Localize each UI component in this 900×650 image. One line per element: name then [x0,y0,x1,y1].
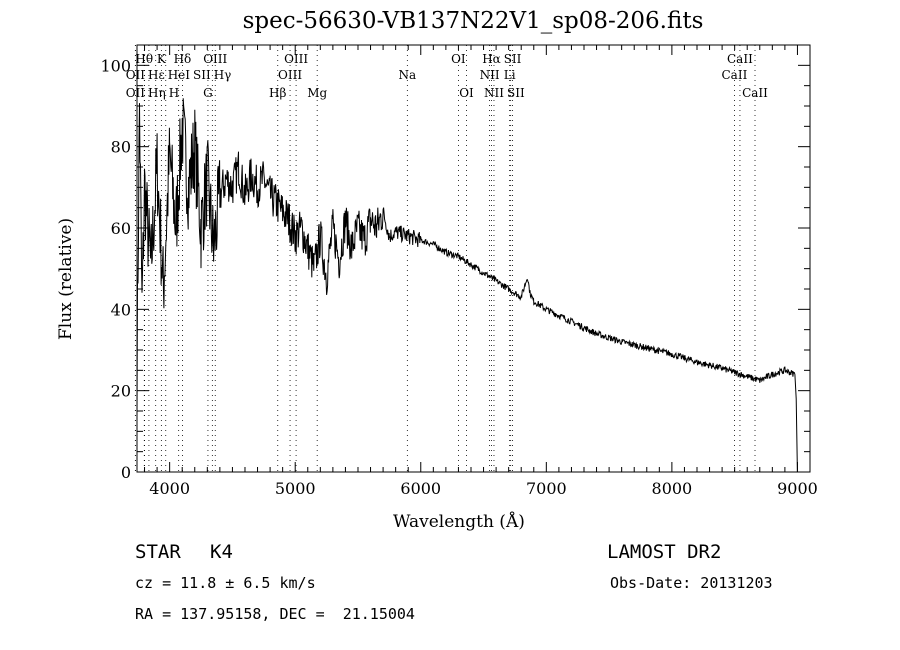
observation-date: Obs-Date: 20131203 [610,574,773,592]
line-marker-label: NII [480,68,500,82]
x-tick-label: 6000 [400,479,441,498]
line-marker-label: Na [399,68,417,82]
line-marker-label: OIII [284,52,308,66]
line-marker-label: SII [193,68,211,82]
line-marker-label: Hθ [135,52,153,66]
line-marker-label: Hε [148,68,165,82]
line-marker-label: OIII [203,52,227,66]
survey-name: LAMOST DR2 [607,541,722,563]
line-marker-label: Hδ [174,52,192,66]
line-marker-label: Hα [482,52,501,66]
x-tick-label: 4000 [149,479,190,498]
x-tick-label: 7000 [526,479,567,498]
line-marker-label: OII [126,68,146,82]
coordinates: RA = 137.95158, DEC = 21.15004 [135,605,415,623]
line-marker-label: Li [504,68,516,82]
line-marker-label: Hβ [269,86,286,100]
redshift-velocity: cz = 11.8 ± 6.5 km/s [135,574,316,592]
y-tick-label: 0 [121,463,131,482]
y-tick-label: 60 [111,219,131,238]
line-marker-label: CaII [727,52,753,66]
x-tick-label: 8000 [652,479,693,498]
line-marker-label: CaII [742,86,768,100]
line-marker-label: OI [451,52,466,66]
y-tick-label: 100 [100,56,131,75]
object-class: STAR [135,541,181,563]
chart-title: spec-56630-VB137N22V1_sp08-206.fits [242,8,704,34]
line-marker-label: Hγ [214,68,232,82]
line-marker-label: NII [484,86,504,100]
y-tick-label: 80 [111,138,131,157]
line-marker-label: HeI [168,68,191,82]
line-marker-label: H [169,86,179,100]
line-marker-label: SII [507,86,525,100]
line-marker-label: K [157,52,167,66]
line-marker-label: Mg [307,86,327,100]
line-marker-label: OII [126,86,146,100]
x-tick-label: 5000 [275,479,316,498]
y-axis-label: Flux (relative) [56,217,76,340]
line-marker-label: Hη [148,86,166,100]
y-tick-label: 40 [111,300,131,319]
spectrum-line [136,98,798,473]
x-axis-label: Wavelength (Å) [393,512,525,532]
plot-frame [136,44,811,473]
line-marker-label: OIII [278,68,302,82]
line-marker-label: G [203,86,213,100]
line-marker-label: SII [504,52,522,66]
y-tick-label: 20 [111,382,131,401]
object-subclass: K4 [210,541,233,563]
line-marker-label: OI [459,86,474,100]
x-tick-label: 9000 [777,479,818,498]
line-marker-label: CaII [722,68,748,82]
